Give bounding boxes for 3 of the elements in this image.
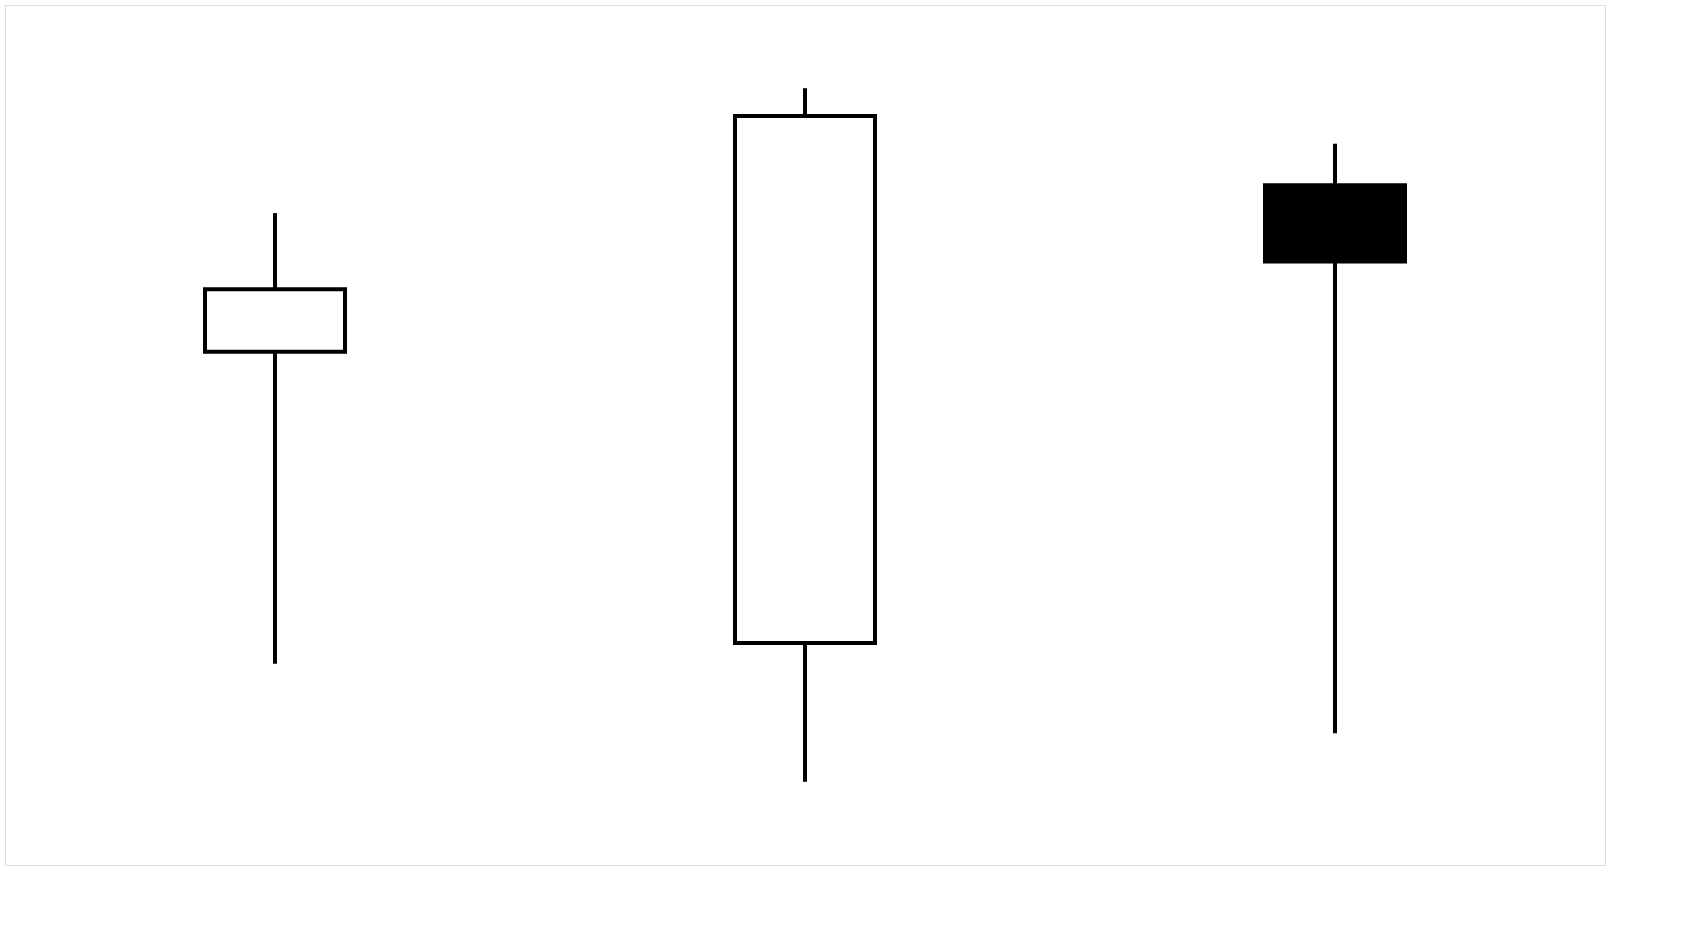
candlestick [733,88,877,782]
candlestick [1263,143,1407,734]
candlestick [203,213,347,664]
